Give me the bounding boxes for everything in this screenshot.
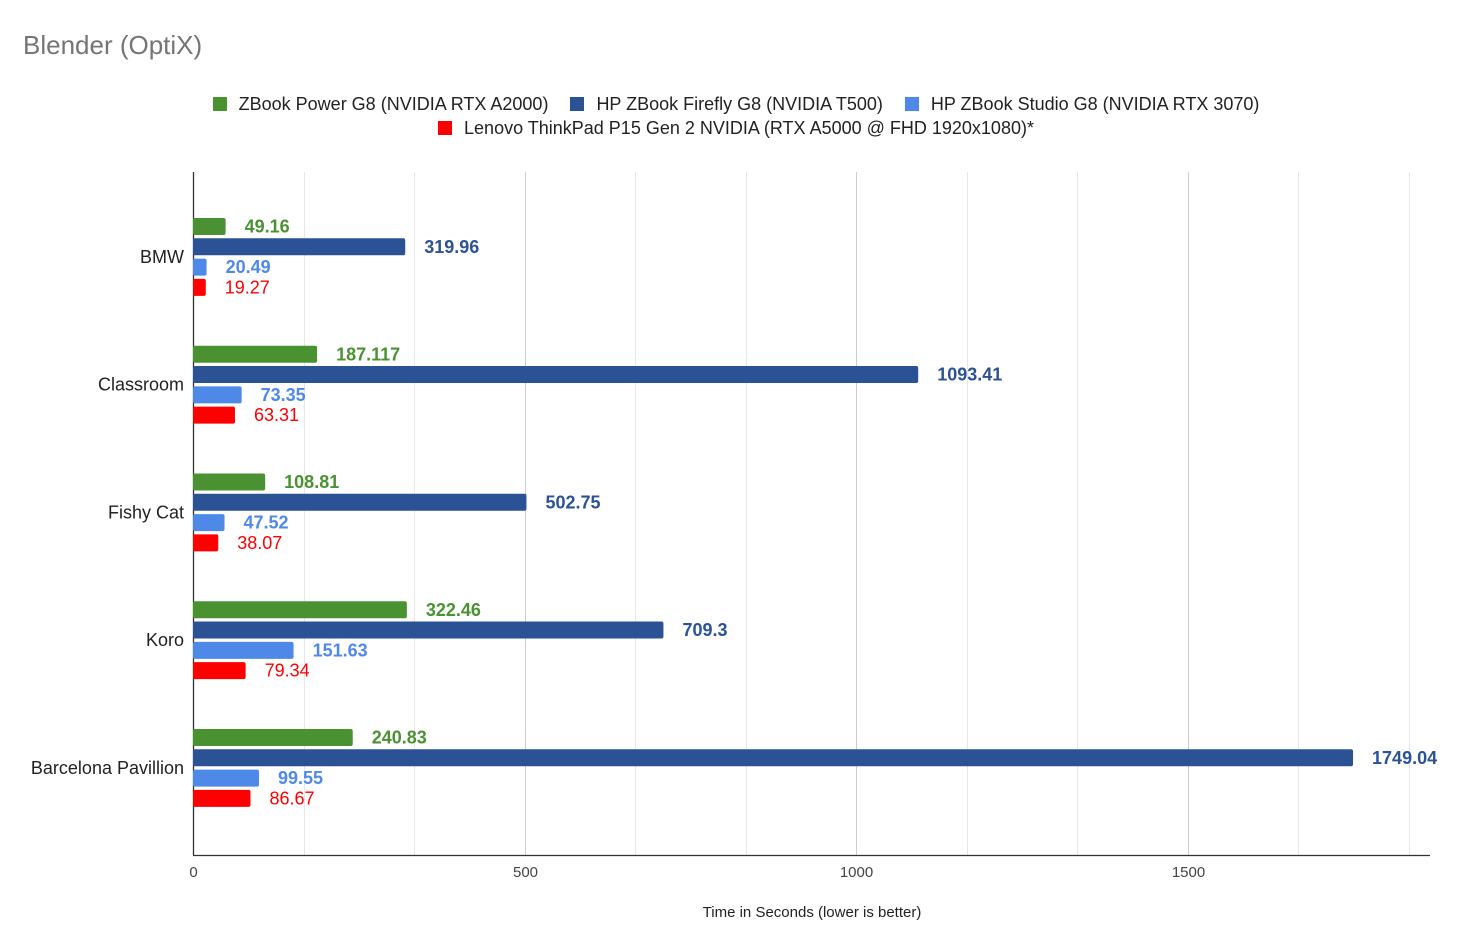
data-label-series-2-cat-2: 47.52 bbox=[244, 513, 289, 533]
data-label-series-1-cat-3: 709.3 bbox=[682, 620, 727, 640]
legend-swatch-zbook-power bbox=[212, 97, 227, 111]
bar-series-0-cat-2 bbox=[193, 473, 266, 491]
x-axis-title: Time in Seconds (lower is better) bbox=[703, 904, 922, 921]
data-label-series-3-cat-2: 38.07 bbox=[237, 533, 282, 553]
category-label-2: Fishy Cat bbox=[108, 502, 184, 522]
legend-row-2: Lenovo ThinkPad P15 Gen 2 NVIDIA (RTX A5… bbox=[0, 116, 1472, 140]
data-label-series-0-cat-2: 108.81 bbox=[284, 472, 339, 492]
data-label-series-2-cat-0: 20.49 bbox=[226, 257, 271, 277]
legend-swatch-zbook-firefly bbox=[570, 97, 585, 111]
legend-label-zbook-power: ZBook Power G8 (NVIDIA RTX A2000) bbox=[238, 93, 549, 114]
legend-swatch-zbook-studio bbox=[904, 97, 919, 111]
bar-series-3-cat-4 bbox=[193, 789, 251, 807]
x-tick-label-1: 500 bbox=[513, 864, 538, 881]
legend-item-zbook-power[interactable]: ZBook Power G8 (NVIDIA RTX A2000) bbox=[212, 93, 549, 115]
legend-label-thinkpad-p15: Lenovo ThinkPad P15 Gen 2 NVIDIA (RTX A5… bbox=[464, 117, 1034, 138]
x-tick-label-0: 0 bbox=[189, 864, 197, 881]
legend-item-thinkpad-p15[interactable]: Lenovo ThinkPad P15 Gen 2 NVIDIA (RTX A5… bbox=[438, 118, 1034, 139]
bar-series-3-cat-1 bbox=[193, 406, 235, 424]
bar-series-3-cat-0 bbox=[193, 278, 206, 296]
data-label-series-3-cat-3: 79.34 bbox=[265, 661, 310, 681]
bar-series-3-cat-3 bbox=[193, 662, 246, 680]
data-label-series-0-cat-1: 187.117 bbox=[336, 344, 400, 364]
legend-label-zbook-studio: HP ZBook Studio G8 (NVIDIA RTX 3070) bbox=[930, 93, 1260, 114]
category-label-4: Barcelona Pavillion bbox=[31, 758, 184, 778]
category-label-0: BMW bbox=[140, 247, 184, 267]
data-label-series-1-cat-4: 1749.04 bbox=[1372, 748, 1437, 768]
bar-series-2-cat-4 bbox=[193, 769, 260, 787]
data-label-series-2-cat-1: 73.35 bbox=[261, 385, 306, 405]
bar-series-0-cat-3 bbox=[193, 601, 407, 619]
data-label-series-1-cat-0: 319.96 bbox=[424, 237, 479, 257]
data-label-series-3-cat-0: 19.27 bbox=[225, 277, 270, 297]
bar-series-0-cat-0 bbox=[193, 218, 226, 235]
data-label-series-1-cat-2: 502.75 bbox=[545, 492, 600, 512]
data-label-series-0-cat-4: 240.83 bbox=[372, 728, 427, 748]
x-tick-label-2: 1000 bbox=[840, 864, 873, 881]
bar-series-2-cat-0 bbox=[193, 258, 207, 276]
data-label-series-3-cat-1: 63.31 bbox=[254, 405, 299, 425]
data-label-series-1-cat-1: 1093.41 bbox=[937, 365, 1002, 385]
data-label-series-0-cat-0: 49.16 bbox=[245, 217, 290, 237]
chart-title: Blender (OptiX) bbox=[23, 30, 203, 60]
bar-series-3-cat-2 bbox=[193, 534, 219, 552]
legend-item-zbook-studio[interactable]: HP ZBook Studio G8 (NVIDIA RTX 3070) bbox=[904, 93, 1260, 115]
bar-series-1-cat-1 bbox=[193, 366, 919, 384]
bar-series-0-cat-1 bbox=[193, 345, 318, 363]
legend-swatch-thinkpad-p15 bbox=[438, 121, 453, 135]
legend-label-zbook-firefly: HP ZBook Firefly G8 (NVIDIA T500) bbox=[596, 93, 883, 114]
bar-series-1-cat-4 bbox=[193, 749, 1354, 767]
legend-row-1: ZBook Power G8 (NVIDIA RTX A2000) HP ZBo… bbox=[0, 92, 1472, 116]
data-label-series-0-cat-3: 322.46 bbox=[426, 600, 481, 620]
bar-series-1-cat-2 bbox=[193, 493, 527, 511]
category-label-3: Koro bbox=[146, 630, 184, 650]
bar-series-2-cat-3 bbox=[193, 641, 294, 659]
bar-series-2-cat-1 bbox=[193, 386, 242, 404]
category-label-1: Classroom bbox=[98, 375, 184, 395]
bar-series-0-cat-4 bbox=[193, 729, 353, 746]
data-label-series-3-cat-4: 86.67 bbox=[269, 788, 314, 808]
data-label-series-2-cat-4: 99.55 bbox=[278, 768, 323, 788]
legend-item-zbook-firefly[interactable]: HP ZBook Firefly G8 (NVIDIA T500) bbox=[570, 93, 883, 115]
x-tick-label-3: 1500 bbox=[1172, 864, 1205, 881]
legend: ZBook Power G8 (NVIDIA RTX A2000) HP ZBo… bbox=[0, 92, 1472, 140]
bar-series-1-cat-0 bbox=[193, 238, 406, 256]
bar-series-2-cat-2 bbox=[193, 514, 225, 532]
bar-series-1-cat-3 bbox=[193, 621, 664, 639]
data-label-series-2-cat-3: 151.63 bbox=[313, 640, 368, 660]
